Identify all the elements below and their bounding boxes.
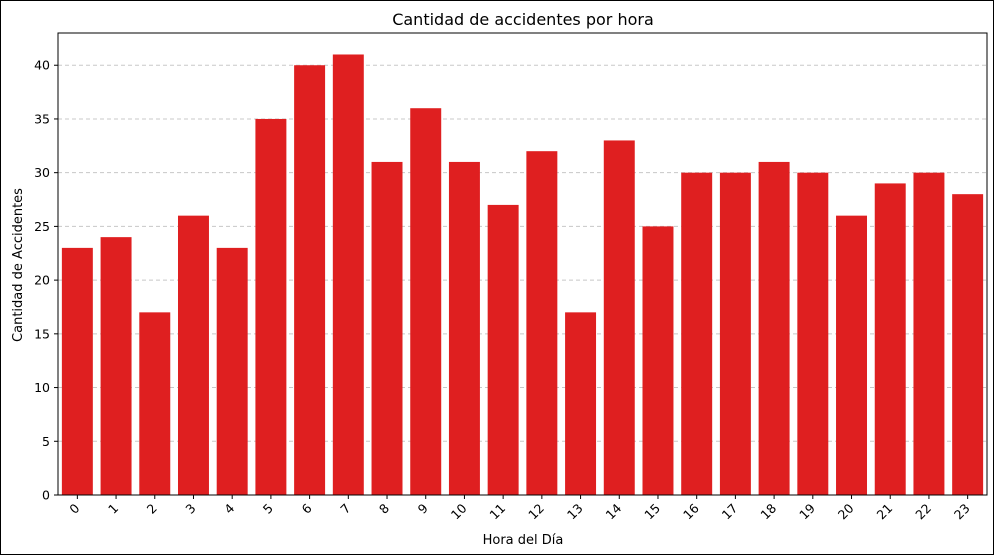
bar bbox=[139, 312, 171, 495]
x-tick-label: 23 bbox=[951, 501, 973, 523]
x-axis-label: Hora del Día bbox=[483, 533, 564, 548]
x-tick-label: 8 bbox=[376, 500, 392, 516]
bar bbox=[952, 194, 984, 496]
bar bbox=[410, 108, 442, 496]
x-tick-label: 0 bbox=[66, 500, 82, 516]
bar bbox=[216, 247, 248, 495]
y-tick-label: 0 bbox=[42, 488, 50, 503]
x-tick-label: 22 bbox=[912, 501, 934, 523]
x-tick-label: 4 bbox=[221, 500, 237, 516]
bar bbox=[487, 204, 519, 495]
x-tick-label: 7 bbox=[337, 501, 353, 517]
x-tick-label: 16 bbox=[680, 500, 702, 522]
y-tick-label: 5 bbox=[42, 434, 50, 449]
bar bbox=[681, 172, 713, 495]
bar bbox=[100, 237, 132, 496]
gridlines bbox=[58, 64, 987, 442]
y-tick-label: 30 bbox=[34, 165, 50, 180]
x-tick-label: 14 bbox=[603, 500, 625, 522]
y-tick-label: 35 bbox=[34, 111, 50, 126]
bar bbox=[913, 172, 945, 495]
bar bbox=[332, 54, 364, 495]
bar bbox=[758, 161, 790, 495]
bar bbox=[719, 172, 751, 495]
bar bbox=[526, 151, 558, 496]
y-tick-label: 20 bbox=[34, 273, 50, 288]
x-tick-label: 20 bbox=[835, 500, 857, 522]
y-tick-label: 25 bbox=[34, 219, 50, 234]
bar bbox=[177, 215, 209, 495]
x-tick-label: 12 bbox=[525, 501, 547, 523]
x-tick-label: 18 bbox=[757, 500, 779, 522]
bar bbox=[294, 65, 326, 496]
y-tick-label: 15 bbox=[34, 326, 50, 341]
x-tick-label: 21 bbox=[873, 501, 895, 523]
bar bbox=[642, 226, 674, 495]
x-tick-label: 5 bbox=[260, 501, 276, 517]
bars bbox=[61, 54, 984, 496]
y-tick-label: 40 bbox=[34, 58, 50, 73]
bar bbox=[836, 215, 868, 495]
bar bbox=[255, 118, 287, 495]
bar bbox=[448, 161, 480, 495]
bar bbox=[603, 140, 635, 495]
bar bbox=[371, 161, 403, 495]
x-tick-label: 19 bbox=[796, 500, 818, 522]
x-tick-label: 17 bbox=[719, 501, 741, 523]
chart-title: Cantidad de accidentes por hora bbox=[392, 10, 654, 29]
x-tick-label: 9 bbox=[415, 500, 431, 516]
y-axis-label: Cantidad de Accidentes bbox=[11, 188, 26, 342]
bar bbox=[565, 312, 597, 495]
y-tick-label: 10 bbox=[34, 380, 50, 395]
bar bbox=[797, 172, 829, 495]
x-tick-label: 10 bbox=[448, 500, 470, 522]
x-tick-label: 15 bbox=[641, 501, 663, 523]
x-tick-label: 1 bbox=[105, 501, 121, 517]
x-tick-label: 2 bbox=[144, 501, 160, 517]
plot-area-border bbox=[57, 32, 988, 496]
bar bbox=[61, 247, 93, 495]
x-tick-label: 3 bbox=[182, 501, 198, 517]
x-tick-label: 13 bbox=[564, 501, 586, 523]
bar bbox=[874, 183, 906, 495]
x-tick-label: 6 bbox=[298, 500, 314, 516]
x-tick-label: 11 bbox=[486, 501, 508, 523]
